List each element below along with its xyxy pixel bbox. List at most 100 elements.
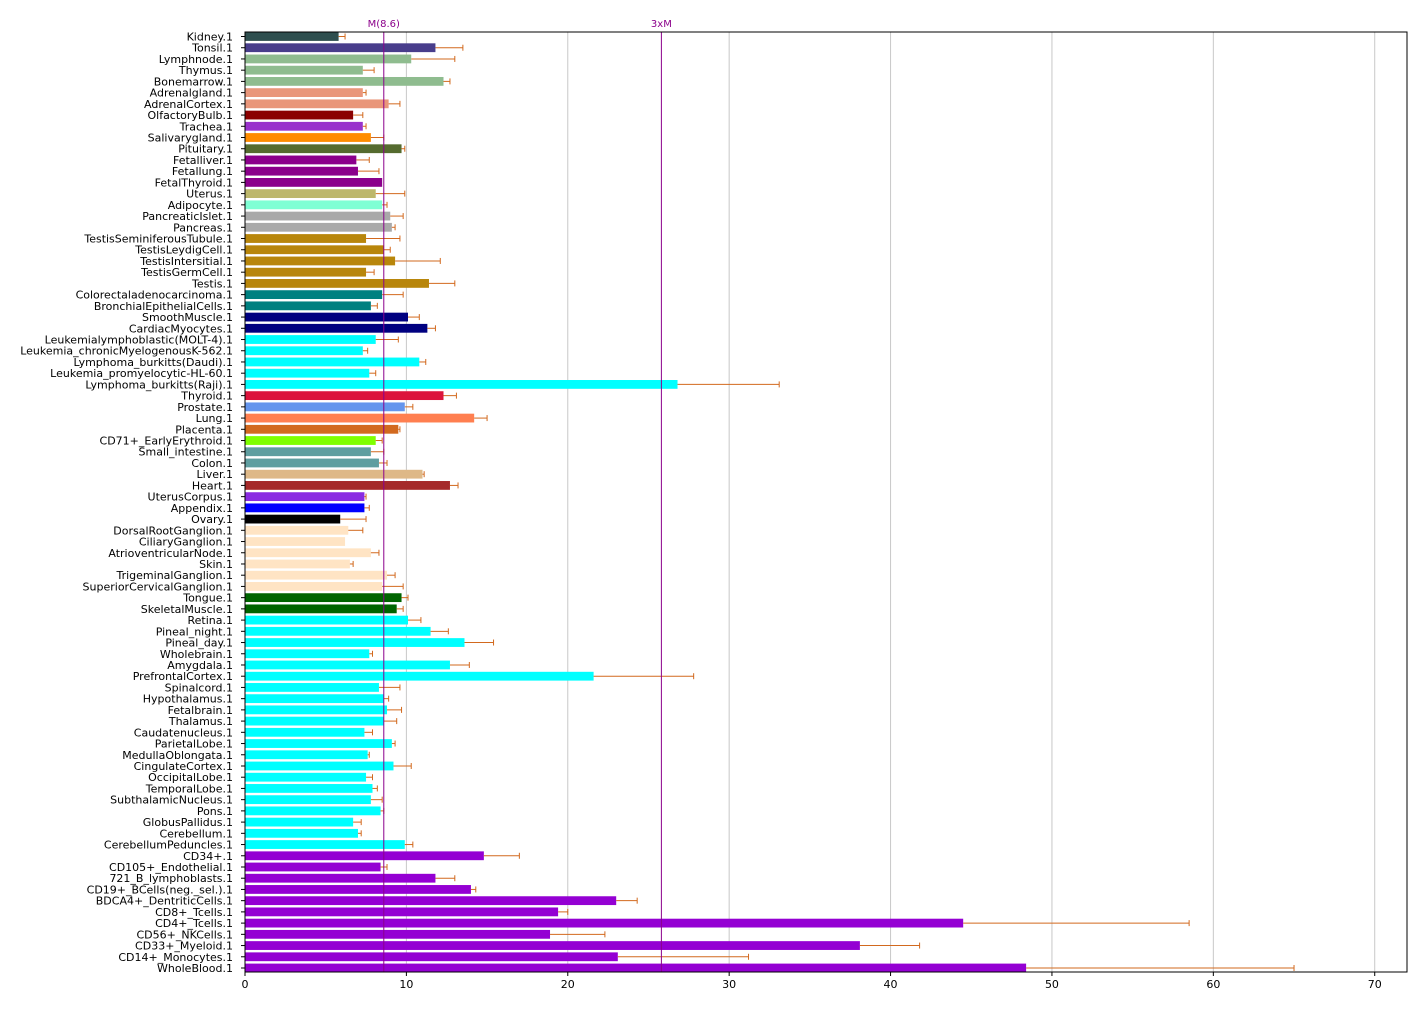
x-tick-label: 20 [561,978,575,991]
category-label: CD19+_BCells(neg._sel.).1 [87,883,233,896]
bar [245,570,388,580]
bar [245,177,383,187]
category-label: MedullaOblongata.1 [122,749,233,762]
bar [245,750,368,760]
category-label: TestisIntersitial.1 [139,255,233,268]
category-label: SmoothMuscle.1 [142,311,233,324]
category-label: Leukemia_chronicMyelogenousK-562.1 [20,345,233,358]
bar [245,32,339,41]
category-label: Testis.1 [191,277,233,290]
category-label: SubthalamicNucleus.1 [110,794,233,807]
bar [245,301,371,311]
category-label: Lymphoma_burkitts(Raji).1 [85,378,233,391]
bar [245,391,444,401]
bar [245,133,371,142]
bar [245,694,384,704]
category-label: Cerebellum.1 [159,827,233,840]
bar [245,222,392,232]
bar [245,593,402,603]
category-label: Appendix.1 [171,502,233,515]
bar [245,368,370,378]
bar [245,189,376,199]
bar [245,200,383,210]
bar [245,346,363,356]
category-label: BDCA4+_DentriticCells.1 [96,895,233,908]
category-label: CD8+_Tcells.1 [155,906,233,919]
category-label: TemporalLobe.1 [145,782,233,795]
bar [245,548,371,558]
category-label: PrefrontalCortex.1 [133,670,233,683]
category-label: Tongue.1 [182,592,233,605]
category-label: TestisSeminiferousTubule.1 [83,233,233,246]
bar [245,469,423,479]
bar [245,413,475,423]
bar [245,424,399,434]
category-label: Thyroid.1 [180,390,233,403]
bar [245,290,383,300]
bar [245,234,367,243]
error-bars [338,33,1295,971]
bar [245,312,409,322]
category-label: CiliaryGanglion.1 [139,536,233,549]
category-label: Kidney.1 [187,31,233,44]
plot-frame [244,31,1408,973]
category-label: Pineal_night.1 [156,625,233,638]
category-label: Fetallung.1 [172,165,233,178]
bar [245,54,412,64]
bar [245,110,354,120]
bar [245,144,402,154]
bar [245,256,396,266]
category-label: AtrioventricularNode.1 [108,547,233,560]
category-label: SkeletalMuscle.1 [141,603,233,616]
bar [245,492,365,502]
bar [245,806,381,816]
bar [245,626,431,636]
category-label: CD34+.1 [183,850,233,863]
bar [245,772,367,782]
category-label: 721_B_lymphoblasts.1 [109,872,233,885]
category-label: CD71+_EarlyErythroid.1 [100,435,233,448]
category-label: GlobusPallidus.1 [143,816,233,829]
category-label: Liver.1 [197,468,233,481]
category-label: CD14+_Monocytes.1 [118,951,233,964]
bar [245,739,392,748]
bar [245,402,405,412]
category-label: OccipitalLobe.1 [148,771,233,784]
category-label: OlfactoryBulb.1 [147,109,233,122]
bar [245,649,370,659]
bar [245,323,428,333]
bar [245,335,376,344]
category-label: Bonemarrow.1 [154,75,233,88]
category-label: CD4+_Tcells.1 [155,917,233,930]
bar [245,671,594,681]
category-label: Retina.1 [188,614,234,627]
bar [245,559,350,569]
x-tick-label: 0 [242,978,249,991]
category-label: Fetalliver.1 [173,154,233,167]
bar [245,279,429,288]
category-label: TestisGermCell.1 [140,266,233,279]
category-label: Thymus.1 [178,64,233,77]
category-label: AdrenalCortex.1 [144,98,233,111]
category-label: Adrenalgland.1 [150,87,233,100]
bar [245,155,357,165]
category-label: CardiacMyocytes.1 [129,322,233,335]
bar [245,918,964,928]
category-label: Heart.1 [192,479,233,492]
bar [245,525,349,535]
bar [245,503,365,513]
bar [245,245,384,255]
bar [245,99,389,109]
category-label: Colorectaladenocarcinoma.1 [76,289,233,302]
category-label: Placenta.1 [175,423,233,436]
category-label: Colon.1 [191,457,233,470]
category-label: Lymphnode.1 [159,53,233,66]
category-label: CerebellumPeduncles.1 [104,839,233,852]
grid-lines [405,32,1376,972]
bar [245,615,409,625]
category-label: Pancreas.1 [173,221,233,234]
x-axis-ticks: 0 10 20 30 40 50 60 70 [242,972,1382,991]
category-label: Pons.1 [197,805,233,818]
bar [245,43,436,53]
